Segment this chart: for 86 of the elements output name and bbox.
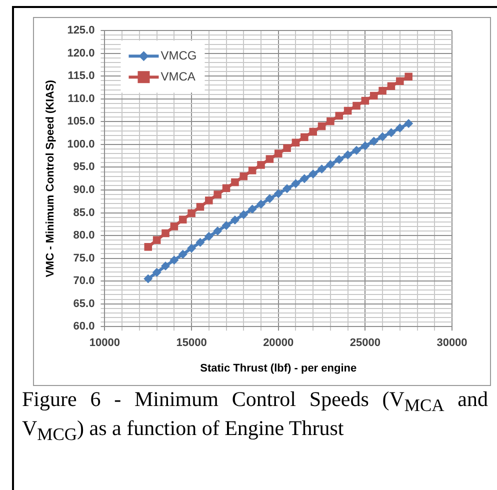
point bbox=[370, 92, 378, 100]
point bbox=[308, 170, 318, 179]
point bbox=[170, 256, 179, 265]
point bbox=[352, 102, 360, 110]
point bbox=[222, 221, 231, 230]
y-axis-title: VMC - Minimum Control Speed (KIAS) bbox=[44, 80, 57, 278]
point bbox=[231, 178, 239, 186]
y-tick-label: 125.0 bbox=[67, 24, 95, 37]
point bbox=[196, 238, 205, 247]
point bbox=[266, 155, 274, 163]
y-tick-label: 95.0 bbox=[73, 161, 95, 174]
y-tick-label: 100.0 bbox=[67, 138, 95, 150]
point bbox=[178, 250, 188, 259]
point bbox=[395, 124, 404, 133]
point bbox=[369, 136, 378, 146]
x-tick-label: 10000 bbox=[89, 337, 120, 350]
point bbox=[378, 86, 386, 95]
point bbox=[257, 161, 265, 169]
point bbox=[274, 189, 283, 198]
point bbox=[300, 174, 309, 184]
point bbox=[334, 154, 344, 164]
point bbox=[300, 133, 308, 142]
point bbox=[360, 141, 370, 150]
point bbox=[152, 236, 161, 244]
point bbox=[352, 146, 361, 155]
point bbox=[404, 119, 414, 128]
legend-label: VMCA bbox=[160, 69, 196, 84]
point bbox=[291, 179, 300, 188]
point bbox=[361, 96, 370, 105]
y-tick-label: 120.0 bbox=[67, 47, 95, 60]
y-tick-label: 70.0 bbox=[73, 275, 95, 288]
text: Figure 6 - Minimum Control Speeds (V$_{MCA}$ and V$_{MCG}$) as a function of Engine Thrust bbox=[22, 387, 488, 444]
point bbox=[292, 138, 300, 147]
point bbox=[343, 150, 352, 160]
point bbox=[152, 268, 162, 277]
point bbox=[178, 216, 187, 224]
x-tick-label: 20000 bbox=[263, 337, 294, 350]
point bbox=[282, 184, 292, 194]
point bbox=[378, 132, 388, 142]
point bbox=[187, 244, 196, 253]
point bbox=[239, 210, 248, 220]
x-tick-label: 30000 bbox=[436, 337, 468, 350]
point bbox=[162, 229, 170, 238]
point bbox=[265, 194, 274, 204]
point bbox=[170, 222, 178, 230]
point bbox=[248, 204, 257, 214]
y-tick-label: 75.0 bbox=[73, 252, 95, 264]
y-tick-label: 105.0 bbox=[67, 116, 95, 128]
point bbox=[204, 232, 214, 241]
point bbox=[335, 112, 344, 120]
point bbox=[404, 72, 412, 80]
point bbox=[213, 226, 222, 236]
point bbox=[144, 243, 152, 251]
point bbox=[161, 262, 170, 271]
point bbox=[240, 172, 248, 180]
point bbox=[386, 128, 396, 138]
point bbox=[222, 184, 230, 192]
point bbox=[396, 77, 404, 86]
point bbox=[283, 144, 291, 152]
point bbox=[318, 122, 326, 130]
point bbox=[344, 106, 352, 115]
legend-label: VMCG bbox=[160, 48, 197, 62]
point bbox=[248, 166, 256, 174]
y-tick-label: 85.0 bbox=[73, 206, 95, 219]
y-tick-label: 115.0 bbox=[68, 70, 95, 82]
point bbox=[387, 82, 396, 90]
y-tick-label: 60.0 bbox=[73, 320, 95, 333]
y-tick-label: 110.0 bbox=[68, 92, 95, 105]
point bbox=[309, 128, 317, 136]
point bbox=[256, 200, 266, 209]
x-axis-title: Static Thrust (lbf) - per engine bbox=[200, 362, 357, 374]
y-tick-label: 80.0 bbox=[73, 230, 95, 242]
y-tick-label: 90.0 bbox=[73, 184, 95, 196]
point bbox=[214, 190, 222, 198]
point bbox=[196, 202, 204, 211]
point bbox=[230, 216, 240, 225]
point bbox=[144, 274, 153, 284]
point bbox=[326, 117, 334, 126]
point bbox=[317, 164, 326, 174]
point bbox=[274, 150, 282, 158]
x-tick-label: 15000 bbox=[176, 337, 207, 350]
y-tick-label: 65.0 bbox=[73, 298, 95, 310]
point bbox=[205, 196, 213, 204]
point bbox=[188, 209, 196, 218]
point bbox=[326, 160, 335, 169]
x-tick-label: 25000 bbox=[350, 337, 380, 350]
